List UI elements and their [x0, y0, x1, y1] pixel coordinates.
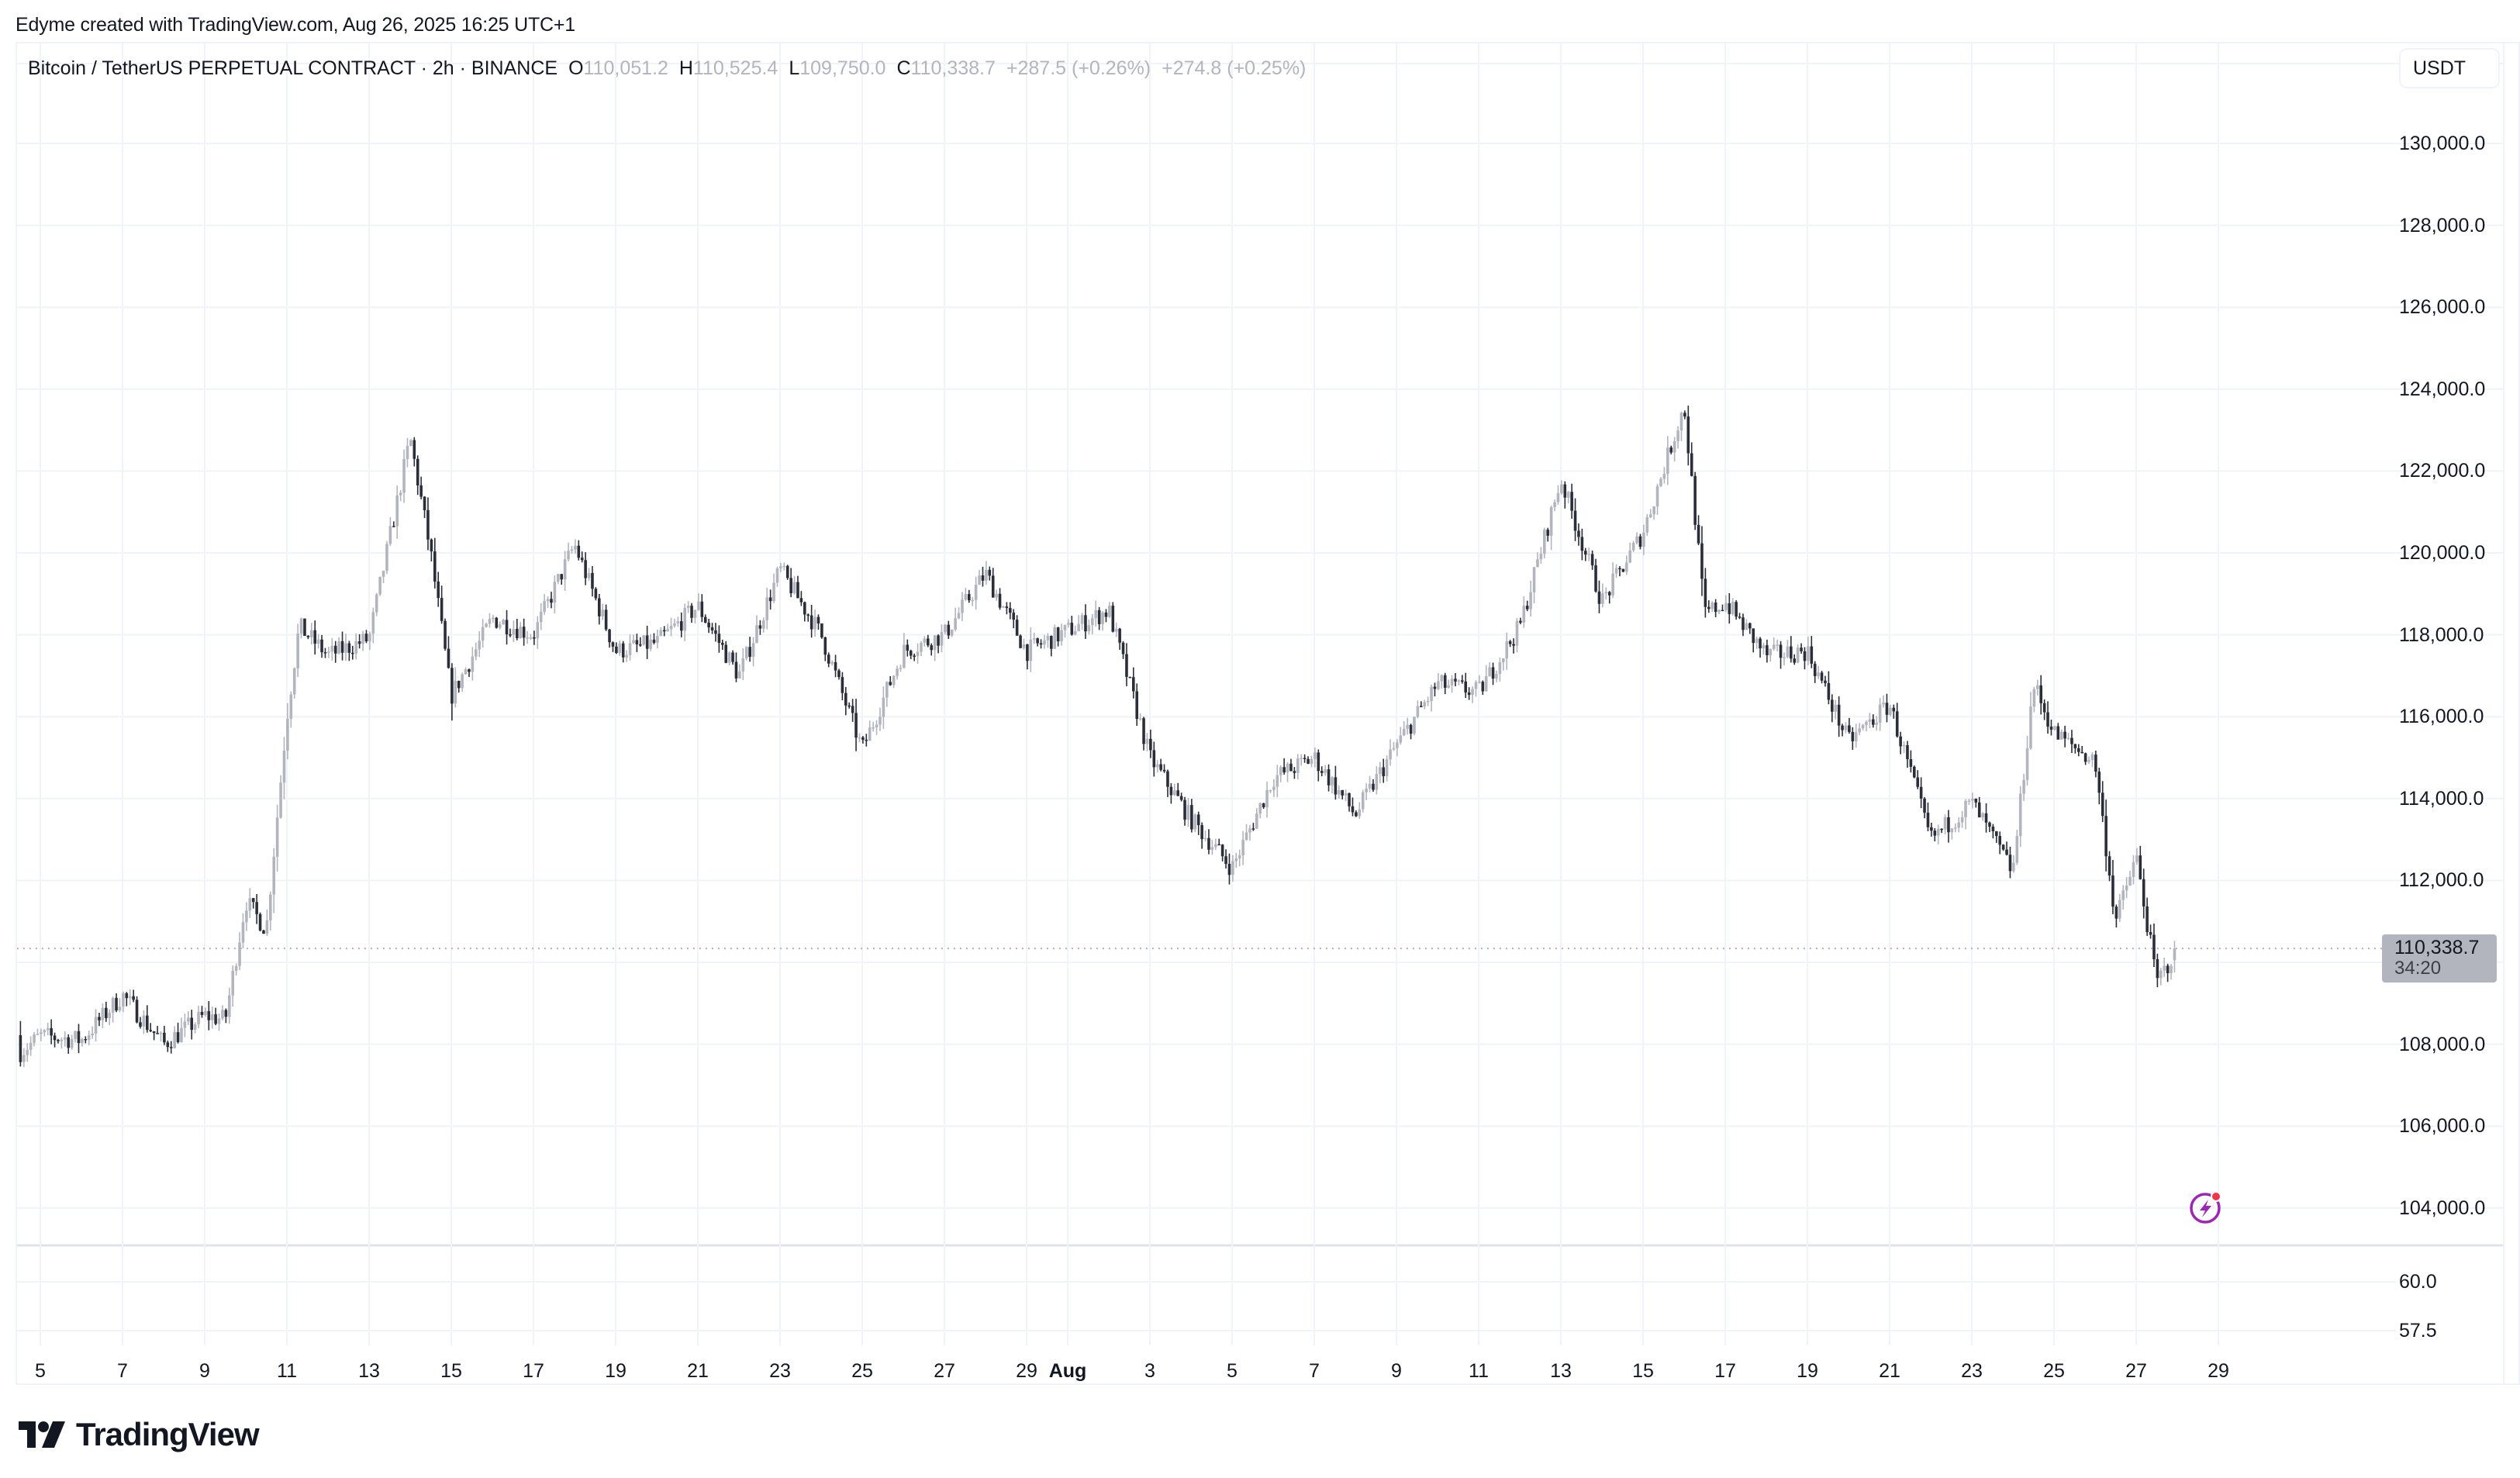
- bar-countdown: 34:20: [2394, 958, 2442, 979]
- time-tick-label: Aug: [1048, 1360, 1087, 1382]
- open-key: O: [568, 57, 584, 79]
- time-tick-label: 13: [358, 1360, 380, 1382]
- price-tick-label: 104,000.0: [2399, 1197, 2486, 1219]
- time-tick-label: 11: [277, 1360, 297, 1382]
- currency-button[interactable]: USDT: [2399, 48, 2500, 88]
- time-tick-label: 3: [1144, 1360, 1155, 1382]
- price-tick-label: 122,000.0: [2399, 460, 2486, 482]
- price-tick-label: 130,000.0: [2399, 133, 2486, 154]
- low-key: L: [789, 57, 800, 79]
- lightning-icon[interactable]: [2188, 1190, 2224, 1225]
- time-tick-label: 7: [1309, 1360, 1320, 1382]
- price-tick-label: 124,000.0: [2399, 378, 2486, 400]
- time-tick-label: 25: [2043, 1360, 2065, 1382]
- chart-frame: [16, 42, 2520, 1385]
- time-tick-label: 15: [1632, 1360, 1654, 1382]
- time-tick-label: 11: [1469, 1360, 1489, 1382]
- price-tick-label: 112,000.0: [2399, 869, 2484, 892]
- last-price-label: 110,338.7 34:20: [2382, 934, 2497, 982]
- open-value: 110,051.2: [583, 57, 668, 79]
- time-tick-label: 21: [687, 1360, 709, 1382]
- change-value-2: +274.8 (+0.25%): [1162, 57, 1307, 79]
- price-tick-label: 126,000.0: [2399, 296, 2486, 319]
- time-tick-label: 29: [1016, 1360, 1037, 1382]
- chart-attribution: Edyme created with TradingView.com, Aug …: [16, 14, 575, 36]
- time-tick-label: 23: [769, 1360, 791, 1382]
- last-price: 110,338.7: [2394, 937, 2480, 958]
- time-tick-label: 5: [1227, 1360, 1238, 1382]
- tradingview-logo-icon: [19, 1421, 65, 1448]
- low-value: 109,750.0: [799, 57, 886, 79]
- high-value: 110,525.4: [692, 57, 778, 79]
- time-tick-label: 19: [1797, 1360, 1818, 1382]
- price-tick-label: 108,000.0: [2399, 1033, 2486, 1055]
- high-key: H: [678, 57, 693, 79]
- time-tick-label: 17: [523, 1360, 544, 1382]
- time-tick-label: 29: [2208, 1360, 2229, 1382]
- time-tick-label: 15: [440, 1360, 462, 1382]
- price-tick-label: 116,000.0: [2399, 706, 2484, 728]
- change-value: +287.5 (+0.26%): [1006, 57, 1151, 79]
- time-tick-label: 25: [851, 1360, 873, 1382]
- price-tick-label: 106,000.0: [2399, 1115, 2486, 1138]
- sub-tick-label: 57.5: [2399, 1320, 2437, 1342]
- price-tick-label: 120,000.0: [2399, 542, 2486, 564]
- logo-text: TradingView: [76, 1416, 260, 1452]
- time-tick-label: 5: [35, 1360, 46, 1382]
- time-tick-label: 27: [934, 1360, 955, 1382]
- price-tick-label: 118,000.0: [2399, 623, 2484, 646]
- tradingview-logo[interactable]: TradingView: [19, 1416, 260, 1453]
- sub-tick-label: 60.0: [2399, 1271, 2437, 1293]
- time-tick-label: 23: [1961, 1360, 1983, 1382]
- time-tick-label: 7: [117, 1360, 128, 1382]
- time-tick-label: 13: [1550, 1360, 1572, 1382]
- time-tick-label: 9: [1391, 1360, 1402, 1382]
- close-key: C: [896, 57, 911, 79]
- time-tick-label: 17: [1714, 1360, 1736, 1382]
- close-value: 110,338.7: [910, 57, 996, 79]
- ohlc-legend: Bitcoin / TetherUS PERPETUAL CONTRACT · …: [28, 57, 1317, 80]
- time-tick-label: 19: [605, 1360, 627, 1382]
- time-tick-label: 9: [199, 1360, 210, 1382]
- time-tick-label: 21: [1879, 1360, 1900, 1382]
- time-tick-label: 27: [2125, 1360, 2147, 1382]
- symbol-title[interactable]: Bitcoin / TetherUS PERPETUAL CONTRACT · …: [28, 57, 558, 79]
- price-tick-label: 128,000.0: [2399, 214, 2486, 237]
- price-tick-label: 114,000.0: [2399, 787, 2484, 810]
